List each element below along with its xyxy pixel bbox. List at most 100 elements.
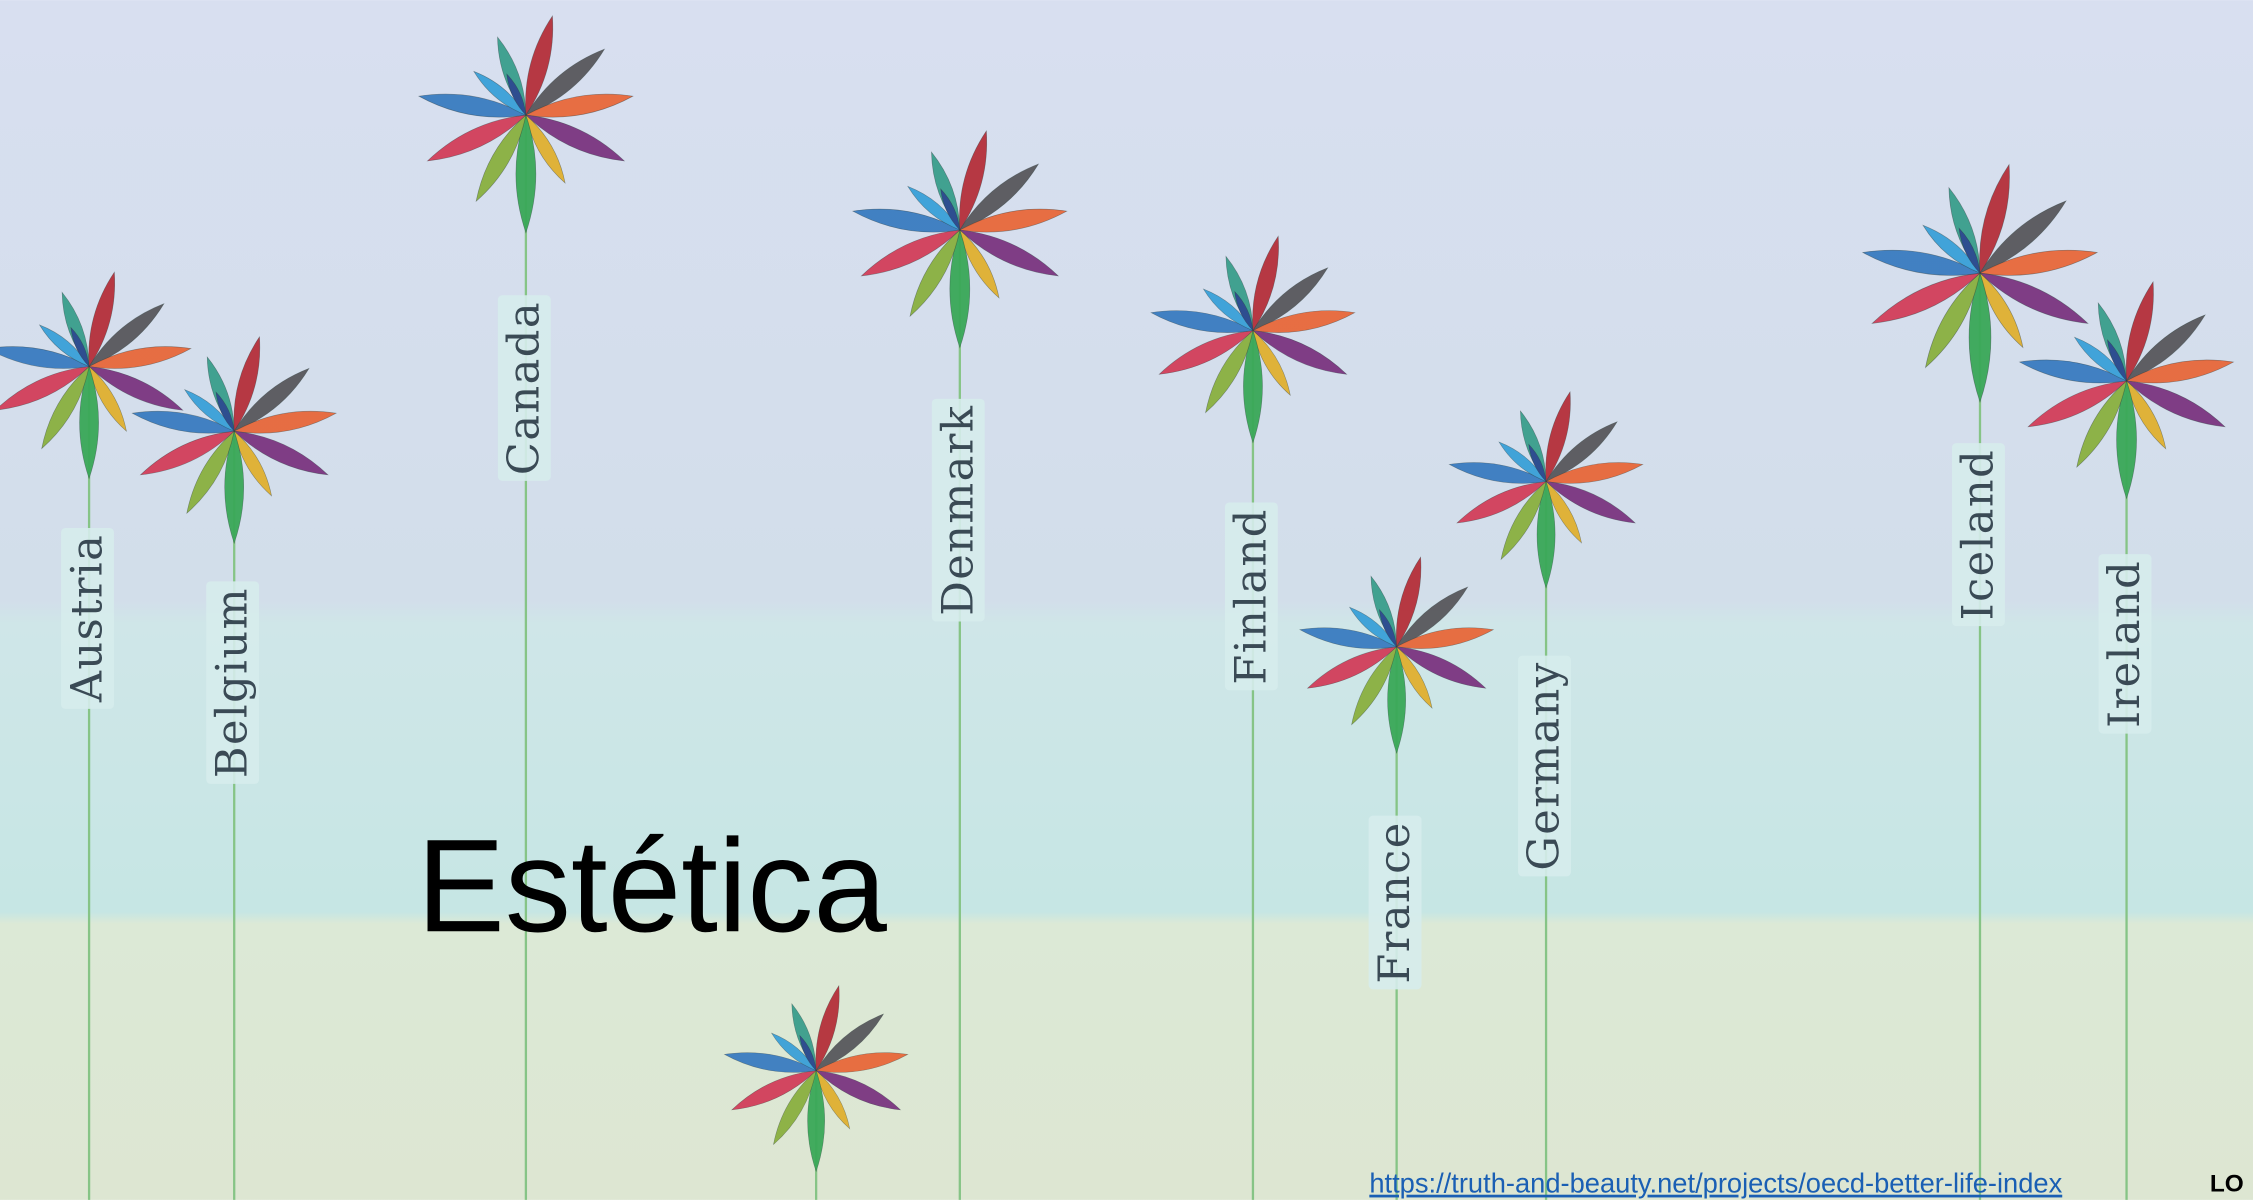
petal xyxy=(1978,249,2099,276)
flower xyxy=(417,15,634,234)
country-label-group: France xyxy=(1368,815,1422,990)
label-background xyxy=(61,527,114,709)
petal xyxy=(525,48,606,116)
petal xyxy=(815,1013,885,1072)
country-label-group: Austria xyxy=(61,527,114,709)
flower xyxy=(0,271,192,480)
label-background xyxy=(1368,815,1422,990)
petal xyxy=(525,15,554,116)
petal xyxy=(1448,462,1547,484)
country-label-group: Belgium xyxy=(206,581,260,784)
petal xyxy=(1234,290,1254,332)
country-label: Belgium xyxy=(208,587,258,778)
petal xyxy=(1545,390,1571,483)
petal xyxy=(215,391,235,432)
petal xyxy=(940,188,961,231)
petal xyxy=(2027,380,2128,428)
petal xyxy=(949,229,971,349)
petal xyxy=(1202,288,1254,332)
label-background xyxy=(206,581,260,784)
petal xyxy=(860,229,961,277)
petal xyxy=(807,1069,825,1173)
petal xyxy=(2107,339,2127,382)
petal xyxy=(815,1070,902,1111)
petal xyxy=(224,430,244,545)
petal xyxy=(1979,200,2067,274)
label-background xyxy=(1224,502,1278,691)
petal xyxy=(2125,359,2235,384)
petal xyxy=(1924,272,1981,369)
country-label: Canada xyxy=(499,301,549,475)
country-label: Austria xyxy=(63,534,113,703)
country-label: France xyxy=(1370,821,1420,983)
petal xyxy=(815,1069,851,1130)
petal xyxy=(1958,227,1981,275)
petal xyxy=(1979,272,2024,349)
flower xyxy=(131,335,337,545)
petal xyxy=(1252,310,1356,333)
country-label: Denmark xyxy=(933,405,983,616)
petal xyxy=(1252,267,1329,332)
petal xyxy=(770,1032,817,1072)
petal xyxy=(2125,314,2206,382)
flower xyxy=(2018,280,2235,500)
petal xyxy=(525,114,626,162)
petal xyxy=(1252,330,1348,375)
flower xyxy=(851,130,1068,349)
petal xyxy=(233,367,310,432)
petal xyxy=(139,430,236,476)
petal xyxy=(1871,272,1981,324)
label-background xyxy=(931,398,985,622)
label-background xyxy=(497,295,551,481)
petal xyxy=(1861,249,1982,276)
petal xyxy=(815,984,840,1072)
petal xyxy=(2073,336,2128,382)
petal xyxy=(1968,272,1992,404)
petal xyxy=(1922,224,1981,274)
country-label: Iceland xyxy=(1953,449,2003,621)
petal xyxy=(909,229,961,318)
petal xyxy=(1395,627,1495,649)
petal xyxy=(959,130,988,231)
petal xyxy=(233,430,273,497)
petal xyxy=(417,93,527,118)
country-label: Germany xyxy=(1520,661,1570,870)
petal xyxy=(88,303,165,368)
country-label-group: Finland xyxy=(1224,502,1278,691)
source-link[interactable]: https://truth-and-beauty.net/projects/oe… xyxy=(1369,1168,2062,1199)
petal xyxy=(2076,380,2128,468)
petal xyxy=(1396,645,1433,709)
flower xyxy=(1299,556,1495,755)
petal xyxy=(41,365,90,450)
petal xyxy=(799,1034,817,1072)
petal xyxy=(2125,280,2154,382)
flower xyxy=(723,984,909,1173)
petal xyxy=(473,70,527,116)
petal xyxy=(515,114,537,234)
petal xyxy=(1306,646,1398,689)
petal xyxy=(1348,606,1398,648)
petal xyxy=(2126,380,2167,450)
country-label: Finland xyxy=(1226,508,1276,684)
flower xyxy=(1861,163,2099,404)
petal xyxy=(1387,645,1406,755)
petal xyxy=(1979,272,2089,324)
country-label-group: Canada xyxy=(497,295,551,481)
petal xyxy=(1500,480,1547,561)
petal xyxy=(1545,462,1644,484)
label-background xyxy=(1951,443,2005,627)
petal xyxy=(233,335,261,433)
petal xyxy=(506,73,527,116)
country-label-group: Denmark xyxy=(931,398,985,622)
petal xyxy=(525,114,566,184)
petal xyxy=(426,114,527,162)
petal xyxy=(79,365,99,480)
petal xyxy=(88,346,192,369)
link[interactable]: https://truth-and-beauty.net/projects/oe… xyxy=(1369,1168,2062,1199)
petal xyxy=(1395,646,1487,689)
petal xyxy=(959,229,1000,299)
petal xyxy=(186,430,235,515)
